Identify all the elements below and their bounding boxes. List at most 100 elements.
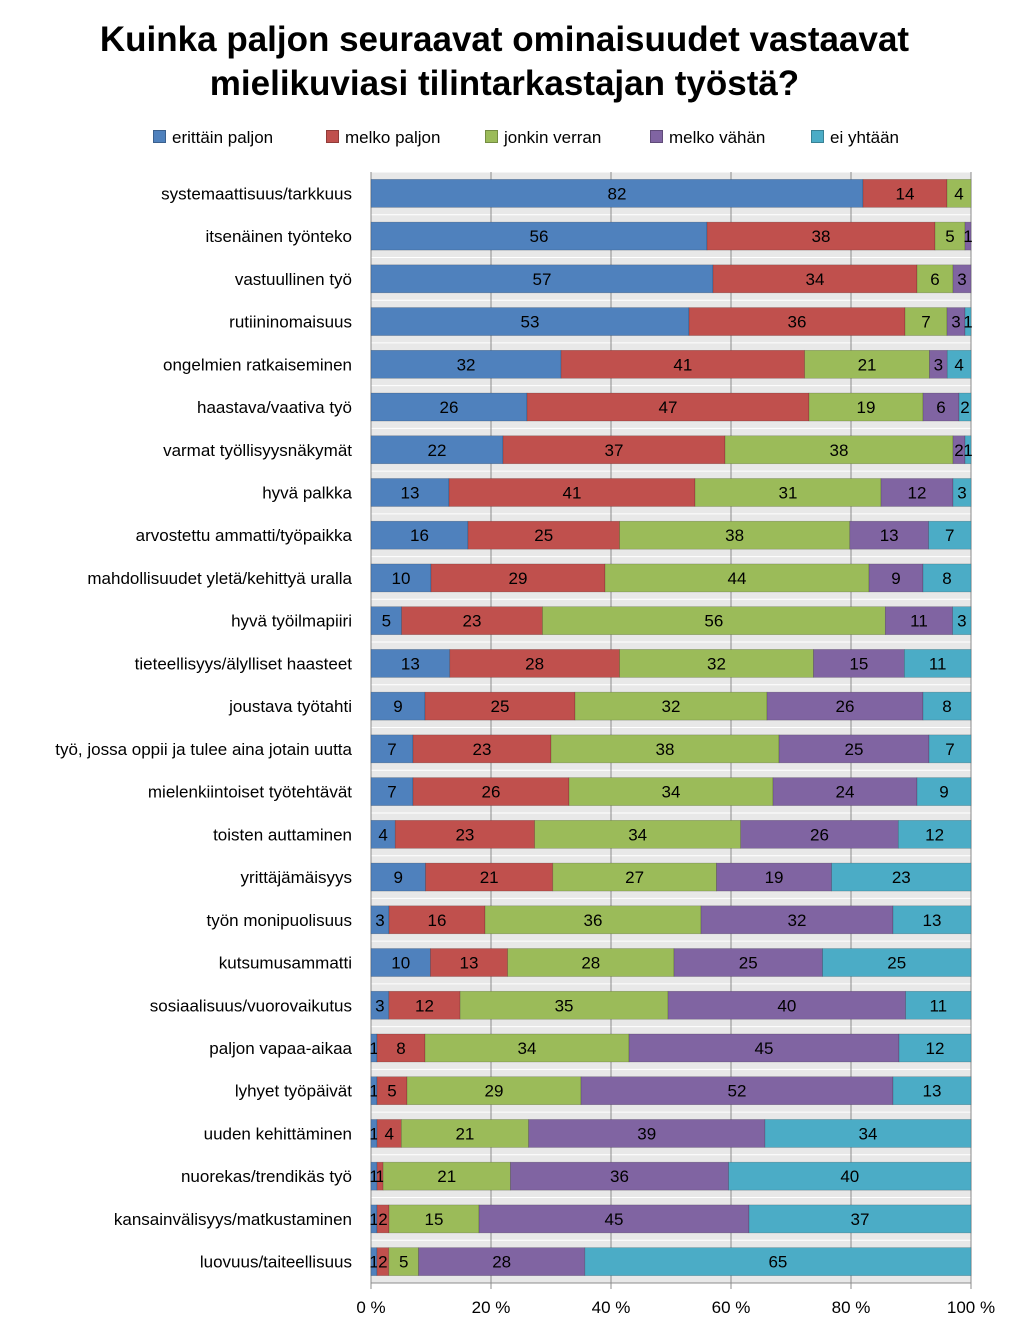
data-label: 3 <box>951 313 960 332</box>
data-label: 4 <box>954 184 963 203</box>
legend-label: melko vähän <box>669 128 766 147</box>
legend-label: ei yhtään <box>830 128 899 147</box>
legend-label: jonkin verran <box>504 128 602 147</box>
bar-segment <box>424 1033 630 1063</box>
data-label: 8 <box>396 1039 405 1058</box>
bar-segment <box>584 1247 972 1276</box>
bar-segment <box>964 307 972 336</box>
x-tick-label: 40 % <box>592 1298 631 1317</box>
data-label: 1 <box>369 1253 378 1272</box>
data-label: 9 <box>393 697 402 716</box>
data-label: 3 <box>957 483 966 502</box>
data-label: 56 <box>530 227 549 246</box>
category-label: sosiaalisuus/vuorovaikutus <box>150 996 352 1015</box>
x-tick-label: 0 % <box>356 1298 385 1317</box>
data-label: 12 <box>925 825 944 844</box>
data-label: 7 <box>945 526 954 545</box>
data-label: 26 <box>810 825 829 844</box>
data-label: 38 <box>830 441 849 460</box>
bar-segment <box>568 777 774 806</box>
data-label: 3 <box>375 996 384 1015</box>
category-label: nuorekas/trendikäs työ <box>181 1167 352 1186</box>
bar-segment <box>401 1119 529 1148</box>
data-label: 25 <box>739 954 758 973</box>
bar-segment <box>394 820 535 849</box>
bar-segment <box>449 649 620 678</box>
data-label: 7 <box>921 313 930 332</box>
bar-segment <box>822 948 972 977</box>
bar-segment <box>740 820 899 849</box>
bar-segment <box>370 606 402 635</box>
data-label: 47 <box>659 398 678 417</box>
data-label: 40 <box>840 1167 859 1186</box>
data-label: 13 <box>923 911 942 930</box>
category-label: varmat työllisyysnäkymät <box>163 441 352 460</box>
bar-segment <box>928 520 972 550</box>
data-label: 5 <box>382 612 391 631</box>
chart-title-line-2: mielikuviasi tilintarkastajan työstä? <box>209 64 800 103</box>
data-label: 1 <box>369 1082 378 1101</box>
data-label: 25 <box>887 954 906 973</box>
data-label: 3 <box>957 612 966 631</box>
data-label: 8 <box>942 697 951 716</box>
data-label: 19 <box>765 868 784 887</box>
bar-segment <box>542 606 886 635</box>
bar-segment <box>459 990 669 1020</box>
bar-segment <box>804 349 930 379</box>
data-label: 32 <box>788 911 807 930</box>
bar-segment <box>849 520 929 550</box>
data-label: 19 <box>857 398 876 417</box>
legend-item-melko-paljon: melko paljon <box>326 128 440 148</box>
bar-segment <box>764 1119 972 1148</box>
data-label: 2 <box>378 1210 387 1229</box>
legend-item-jonkin-verran: jonkin verran <box>485 128 601 148</box>
data-label: 2 <box>954 441 963 460</box>
data-label: 36 <box>610 1167 629 1186</box>
data-label: 13 <box>401 483 420 502</box>
legend-label: melko paljon <box>345 128 441 147</box>
data-label: 25 <box>845 740 864 759</box>
data-label: 3 <box>957 270 966 289</box>
category-label: haastava/vaativa työ <box>197 398 352 417</box>
x-tick-label: 80 % <box>832 1298 871 1317</box>
data-label: 40 <box>777 996 796 1015</box>
data-label: 37 <box>605 441 624 460</box>
data-label: 38 <box>656 740 675 759</box>
category-label: kansainvälisyys/matkustaminen <box>114 1210 352 1229</box>
bar-segment <box>916 264 954 294</box>
data-label: 26 <box>440 398 459 417</box>
bar-segment <box>388 1247 419 1276</box>
data-label: 15 <box>425 1210 444 1229</box>
legend-swatch <box>326 130 339 144</box>
data-label: 3 <box>375 911 384 930</box>
category-label: rutiininomaisuus <box>229 313 352 332</box>
data-label: 14 <box>896 184 915 203</box>
bar-segment <box>706 221 936 251</box>
bar-segment <box>880 478 954 507</box>
data-label: 13 <box>923 1082 942 1101</box>
chart-title: Kuinka paljon seuraavat ominaisuudet vas… <box>0 18 1009 106</box>
data-label: 32 <box>457 355 476 374</box>
category-label: lyhyet työpäivät <box>235 1082 352 1101</box>
data-label: 16 <box>428 911 447 930</box>
data-label: 23 <box>455 825 474 844</box>
data-label: 5 <box>399 1253 408 1272</box>
bar-segment <box>862 179 948 208</box>
bar-segment <box>673 948 823 977</box>
x-tick-label: 100 % <box>947 1298 995 1317</box>
bar-segment <box>534 820 741 849</box>
category-label: yrittäjämäisyys <box>241 868 352 887</box>
data-label: 1 <box>369 1124 378 1143</box>
data-label: 29 <box>485 1082 504 1101</box>
category-label: joustava työtahti <box>228 697 352 716</box>
bar-segment <box>550 734 780 764</box>
bar-segment <box>406 1076 582 1106</box>
bar-segment <box>560 349 805 379</box>
data-label: 22 <box>428 441 447 460</box>
data-label: 23 <box>892 868 911 887</box>
data-label: 6 <box>930 270 939 289</box>
data-label: 7 <box>945 740 954 759</box>
category-label: vastuullinen työ <box>235 270 352 289</box>
data-label: 34 <box>628 825 647 844</box>
